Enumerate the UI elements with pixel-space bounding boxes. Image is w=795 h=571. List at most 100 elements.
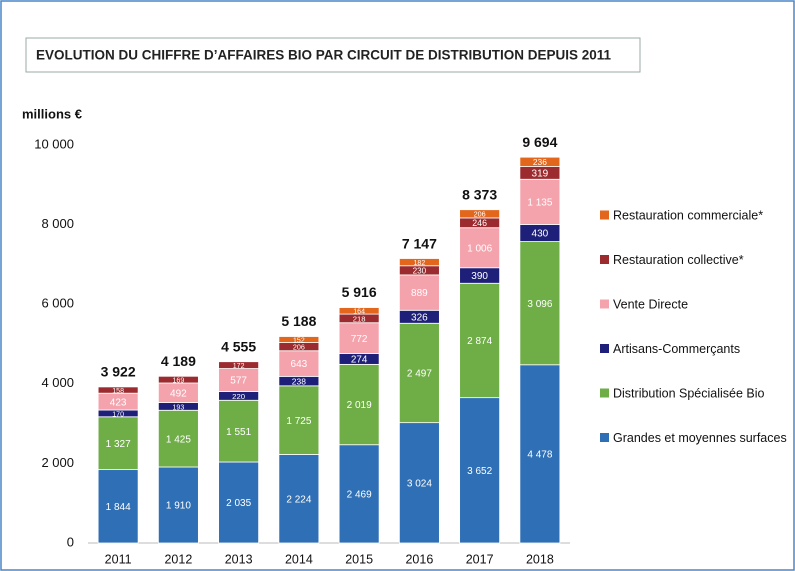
bar-segment	[218, 361, 260, 369]
data-label: 238	[292, 376, 306, 386]
total-label: 5 916	[342, 284, 377, 300]
data-label: 2 469	[347, 490, 372, 501]
data-label: 3 652	[467, 466, 492, 477]
data-label: 326	[411, 312, 428, 323]
data-label: 206	[474, 210, 486, 219]
bar-segment	[459, 282, 501, 399]
data-label: 152	[293, 337, 305, 344]
data-label: 206	[293, 343, 305, 352]
y-tick-label: 8 000	[41, 216, 74, 231]
data-label: 2 874	[467, 336, 492, 347]
legend-swatch	[600, 433, 609, 442]
y-tick-label: 6 000	[41, 296, 74, 311]
y-tick-label: 10 000	[34, 136, 74, 151]
bar-segment	[398, 274, 440, 311]
data-label: 3 024	[407, 478, 432, 489]
legend-label: Restauration commerciale*	[613, 208, 763, 222]
data-label: 1 006	[467, 243, 492, 254]
data-label: 390	[471, 271, 488, 282]
legend-label: Vente Directe	[613, 297, 688, 311]
bar-segment	[459, 397, 501, 544]
legend-swatch	[600, 299, 609, 309]
data-label: 2 019	[347, 400, 372, 411]
legend-swatch	[600, 344, 609, 353]
bar-segment	[218, 399, 260, 463]
x-tick-label: 2014	[285, 552, 313, 566]
data-label: 423	[110, 397, 127, 408]
data-label: 1 327	[106, 439, 131, 450]
bar-segment	[338, 363, 380, 446]
data-label: 1 425	[166, 434, 191, 445]
data-label: 1 725	[286, 416, 311, 427]
data-label: 2 035	[226, 498, 251, 509]
data-label: 889	[411, 288, 428, 299]
total-label: 4 189	[161, 353, 196, 369]
y-tick-label: 4 000	[41, 375, 74, 390]
x-tick-label: 2016	[405, 552, 433, 566]
data-label: 172	[233, 363, 245, 370]
bar-segment	[338, 322, 380, 354]
bar-segment	[157, 375, 199, 384]
bar-segment	[157, 409, 199, 468]
bar-segment	[278, 350, 320, 377]
data-label: 4 478	[527, 450, 552, 461]
data-label: 643	[291, 359, 308, 370]
bar-segment	[278, 385, 320, 455]
x-tick-label: 2018	[526, 552, 554, 566]
data-label: 492	[170, 388, 187, 399]
x-tick-label: 2012	[164, 552, 192, 566]
bar-segment	[338, 307, 380, 315]
legend-label: Distribution Spécialisée Bio	[613, 386, 765, 400]
y-axis-label: millions €	[22, 106, 82, 121]
total-label: 3 922	[101, 364, 136, 380]
data-label: 1 551	[226, 427, 251, 438]
total-label: 7 147	[402, 235, 437, 251]
bar-segment	[97, 386, 139, 394]
chart-title: EVOLUTION DU CHIFFRE D’AFFAIRES BIO PAR …	[36, 48, 612, 63]
data-label: 1 844	[106, 502, 131, 513]
data-label: 274	[351, 355, 368, 366]
legend-swatch	[600, 388, 609, 398]
y-tick-label: 0	[67, 534, 74, 549]
y-tick-label: 2 000	[41, 455, 74, 470]
bar-segment	[398, 258, 440, 267]
data-label: 2 224	[286, 494, 311, 505]
x-tick-label: 2017	[466, 552, 494, 566]
bar-segment	[519, 364, 561, 544]
data-label: 158	[112, 388, 124, 395]
data-label: 1 910	[166, 501, 191, 512]
data-label: 169	[173, 377, 185, 384]
bar-segment	[97, 416, 139, 471]
data-label: 236	[533, 157, 547, 167]
data-label: 772	[351, 334, 368, 345]
total-label: 4 555	[221, 338, 256, 354]
data-label: 170	[112, 411, 124, 418]
data-label: 182	[414, 260, 426, 267]
bar-segment	[218, 461, 260, 544]
legend-swatch	[600, 255, 609, 264]
x-tick-label: 2013	[225, 552, 253, 566]
data-label: 1 135	[527, 197, 552, 208]
bar-segment	[398, 322, 440, 424]
data-label: 246	[472, 218, 487, 228]
x-tick-label: 2015	[345, 552, 373, 566]
title-box	[25, 37, 641, 73]
data-label: 577	[230, 376, 247, 387]
data-label: 319	[532, 169, 549, 180]
data-label: 218	[353, 314, 366, 323]
legend-swatch	[600, 210, 609, 220]
total-label: 9 694	[522, 134, 557, 150]
data-label: 2 497	[407, 369, 432, 380]
total-label: 5 188	[281, 313, 316, 329]
data-label: 193	[173, 404, 185, 411]
legend-label: Restauration collective*	[613, 253, 744, 267]
bar-segment	[459, 227, 501, 269]
data-label: 3 096	[527, 299, 552, 310]
legend-label: Artisans-Commerçants	[613, 342, 740, 356]
x-tick-label: 2011	[105, 552, 132, 566]
data-label: 230	[413, 266, 427, 275]
bar-segment	[278, 336, 320, 343]
bar-segment	[459, 209, 501, 219]
bar-segment	[157, 466, 199, 544]
